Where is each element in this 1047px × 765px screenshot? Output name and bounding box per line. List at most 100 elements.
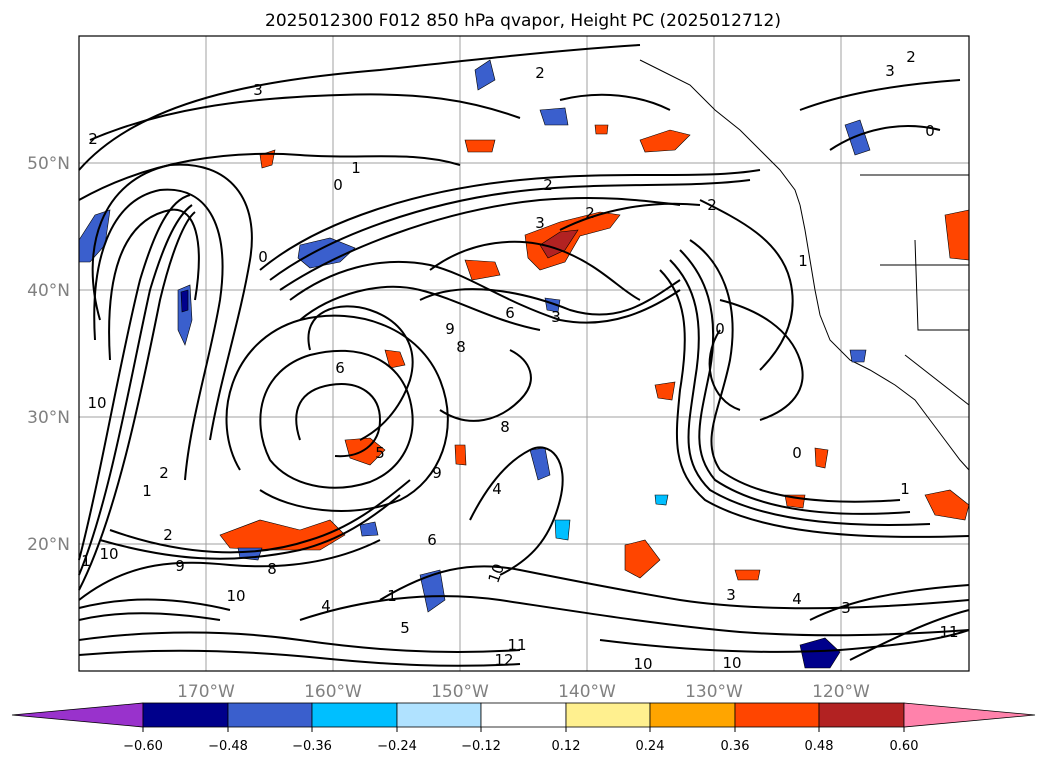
contour-labels: 3 2 2 2 3 1 0 2 0 2 3 1 0 2 6 3 9 8 6 0 … <box>81 48 958 673</box>
contour-label: 2 <box>707 196 717 214</box>
lon-label: 170°W <box>177 682 235 702</box>
colorbar-segment <box>396 702 482 728</box>
colorbar-segment <box>311 702 398 728</box>
shade-negative <box>654 494 669 506</box>
contour-label: 10 <box>722 654 741 672</box>
contour-label: 10 <box>633 655 652 673</box>
shade-negative <box>554 519 571 541</box>
lat-label: 20°N <box>27 535 70 555</box>
colorbar-segment <box>565 702 651 728</box>
contour-label: 3 <box>885 62 895 80</box>
contour-label: 2 <box>535 64 545 82</box>
contour-label: 3 <box>253 81 263 99</box>
shade-negative <box>474 59 496 91</box>
contour-label: 10 <box>87 394 106 412</box>
contour-label: 8 <box>267 560 277 578</box>
shade-positive <box>624 539 661 579</box>
contour-label: 1 <box>81 552 91 570</box>
contour-label: 10 <box>99 545 118 563</box>
longitude-labels: 170°W 160°W 150°W 140°W 130°W 120°W <box>177 682 870 702</box>
lat-label: 40°N <box>27 281 70 301</box>
lat-label: 30°N <box>27 408 70 428</box>
coastline <box>639 59 970 471</box>
shade-positive <box>594 124 609 135</box>
shade-negative <box>539 107 569 126</box>
colorbar-segment <box>480 702 567 728</box>
shade-positive <box>454 444 467 466</box>
contour-label: 2 <box>163 526 173 544</box>
contour-label: 9 <box>175 557 185 575</box>
contour-label: 1 <box>142 482 152 500</box>
contour-label: 4 <box>492 480 502 498</box>
contour-label: 12 <box>494 651 513 669</box>
map-title: 2025012300 F012 850 hPa qvapor, Height P… <box>265 11 781 31</box>
colorbar-extend-low <box>11 702 144 728</box>
shade-negative <box>297 237 356 269</box>
contour-label: 9 <box>432 464 442 482</box>
contour-label: 11 <box>939 623 958 641</box>
shade-negative <box>844 119 871 156</box>
shade-positive <box>654 381 676 401</box>
colorbar <box>11 702 1036 728</box>
colorbar-tick-label: 0.12 <box>552 739 581 754</box>
colorbar-tick-labels: −0.60 −0.48 −0.36 −0.24 −0.12 0.12 0.24 … <box>123 739 918 754</box>
contour-label: 3 <box>551 308 561 326</box>
shade-positive <box>384 349 406 369</box>
lon-label: 160°W <box>304 682 362 702</box>
contour-label: 11 <box>507 636 526 654</box>
colorbar-segment <box>227 702 313 728</box>
contour-label: 0 <box>333 176 343 194</box>
colorbar-tick-label: 0.36 <box>721 739 750 754</box>
shade-positive <box>814 447 829 469</box>
shade-negative <box>529 447 551 481</box>
contour-label: 10 <box>485 561 508 585</box>
qvapor-shading <box>78 59 970 669</box>
contour-label: 2 <box>906 48 916 66</box>
colorbar-extend-high <box>903 702 1036 728</box>
contour-label: 3 <box>535 214 545 232</box>
map-frame <box>78 35 970 672</box>
colorbar-tick-label: 0.24 <box>636 739 665 754</box>
colorbar-tick-label: 0.60 <box>890 739 919 754</box>
shade-positive <box>464 139 496 153</box>
lat-label: 50°N <box>27 154 70 174</box>
shade-positive <box>734 569 761 581</box>
colorbar-ticks <box>142 727 905 732</box>
shade-positive <box>464 259 501 281</box>
contour-label: 8 <box>456 338 466 356</box>
colorbar-segment <box>142 702 229 728</box>
contour-label: 8 <box>500 418 510 436</box>
colorbar-tick-label: −0.36 <box>292 739 332 754</box>
contour-label: 0 <box>792 444 802 462</box>
contour-label: 4 <box>792 590 802 608</box>
contour-label: 2 <box>543 176 553 194</box>
contour-label: 3 <box>726 586 736 604</box>
shade-positive <box>539 229 579 259</box>
contour-label: 6 <box>335 359 345 377</box>
colorbar-tick-label: 0.48 <box>805 739 834 754</box>
colorbar-tick-label: −0.24 <box>377 739 417 754</box>
latitude-labels: 50°N 40°N 30°N 20°N <box>27 154 70 555</box>
contour-label: 6 <box>427 531 437 549</box>
map-panel: 3 2 2 2 3 1 0 2 0 2 3 1 0 2 6 3 9 8 6 0 … <box>78 35 970 673</box>
contour-label: 6 <box>505 304 515 322</box>
lon-label: 150°W <box>431 682 489 702</box>
colorbar-tick-label: −0.12 <box>461 739 501 754</box>
contour-label: 2 <box>585 204 595 222</box>
shade-negative <box>419 569 446 613</box>
contour-label: 1 <box>351 159 361 177</box>
lon-label: 140°W <box>558 682 616 702</box>
map-background <box>79 36 969 671</box>
contour-label: 10 <box>226 587 245 605</box>
colorbar-segment <box>818 702 905 728</box>
contour-label: 1 <box>387 587 397 605</box>
shade-negative <box>849 349 867 363</box>
contour-label: 2 <box>88 130 98 148</box>
height-contours <box>78 44 970 667</box>
lon-label: 120°W <box>812 682 870 702</box>
shade-negative <box>359 521 379 537</box>
shade-negative <box>180 289 189 313</box>
contour-label: 5 <box>400 619 410 637</box>
contour-label: 1 <box>798 252 808 270</box>
contour-label: 2 <box>159 464 169 482</box>
